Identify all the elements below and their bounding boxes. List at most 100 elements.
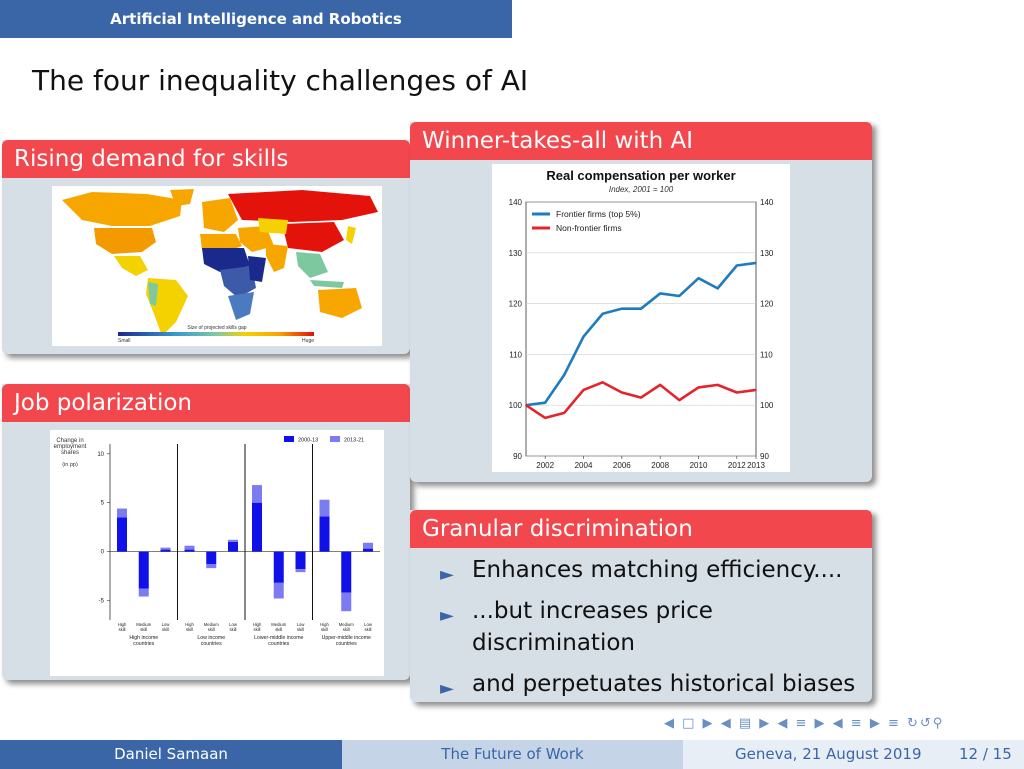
line-series-non-frontier	[525, 381, 757, 420]
compensation-line-chart: Real compensation per worker Index, 2001…	[509, 168, 774, 470]
bar-skill-label: High	[320, 622, 329, 627]
line-point	[716, 384, 719, 386]
block-title-skills: Rising demand for skills	[2, 140, 410, 178]
bar-group-label: Lower-middle income	[254, 635, 303, 641]
bar-ytick-label: 5	[101, 501, 105, 507]
bar-skill-label: Low	[364, 622, 373, 627]
nav-search-icon[interactable]: ↻↺⚲	[907, 716, 945, 731]
bar-2013-21	[228, 539, 238, 542]
bar-2013-21	[252, 485, 262, 503]
map-legend-bar	[118, 332, 314, 336]
bar-2000-13	[319, 516, 330, 552]
line-point	[601, 381, 604, 384]
bar-skill-label: High	[118, 622, 127, 627]
bar-skill-label: High	[253, 622, 262, 627]
line-plot-frame	[525, 201, 757, 457]
line-chart-title: Real compensation per worker	[546, 168, 735, 183]
map-region-sahel	[202, 248, 250, 272]
map-region-china	[282, 222, 344, 252]
map-region-north-africa	[200, 234, 242, 252]
bullet-text: Enhances matching efficiency....	[472, 557, 843, 583]
bar-2013-21	[184, 545, 195, 550]
beamer-navigation: ◀ □ ▶ ◀ ▤ ▶ ◀ ≡ ▶ ◀ ≡ ▶ ≡ ↻↺⚲	[664, 716, 944, 731]
world-map-panel: Size of projected skills gap Small Huge	[52, 186, 382, 346]
map-region-se-asia	[296, 252, 328, 278]
bar-2000-13	[117, 517, 127, 552]
bar-group-label: Upper-middle income	[322, 635, 371, 641]
bar-2000-13	[341, 551, 352, 593]
bar-ylabel-line2: employment	[54, 444, 87, 450]
map-region-india	[266, 244, 288, 272]
bullet-item: ► and perpetuates historical biases	[440, 668, 860, 700]
line-ytick-right: 110	[760, 350, 773, 359]
polarization-chart-panel: Change in employment shares (in pp) 10 5 0…	[50, 430, 384, 676]
footer-talk: The Future of Work	[342, 740, 683, 769]
line-point	[544, 401, 546, 404]
bar-skill-label: Medium	[339, 622, 354, 627]
line-point	[659, 292, 661, 295]
bar-skill-label: Medium	[136, 622, 151, 627]
compensation-chart-panel: Real compensation per worker Index, 2001…	[492, 164, 790, 472]
block-title-granular: Granular discrimination	[410, 510, 872, 548]
map-legend-low: Small	[118, 338, 131, 344]
line-point	[736, 264, 738, 267]
footer-place-date: Geneva, 21 August 2019	[735, 745, 922, 763]
nav-document-icon[interactable]: ◀ ≡ ▶	[832, 716, 882, 731]
map-region-andes	[148, 282, 158, 306]
bar-2013-21	[138, 588, 149, 597]
nav-toc-icon[interactable]: ≡	[887, 716, 901, 731]
bar-legend-swatch	[284, 436, 294, 442]
line-point	[640, 307, 642, 310]
bar-skill-label: skill	[140, 627, 147, 632]
bar-skill-label: Medium	[271, 622, 286, 627]
bar-skill-label: skill	[297, 627, 304, 632]
line-xtick-label: 2006	[613, 461, 631, 470]
line-xtick-label: 2002	[536, 461, 554, 470]
line-ytick-right: 90	[760, 452, 769, 461]
bar-skill-label: skill	[186, 627, 193, 632]
bar-legend-label: 2013-21	[344, 438, 364, 444]
line-ytick-left: 140	[509, 198, 523, 207]
nav-subsection-icon[interactable]: ◀ ▤ ▶	[720, 716, 772, 731]
bar-2013-21	[160, 547, 171, 550]
bullet-text: ...but increases price discrimination	[472, 598, 713, 656]
bar-2000-13	[363, 548, 373, 552]
map-region-middle-east	[238, 226, 274, 252]
line-ytick-left: 100	[509, 401, 523, 410]
bar-2013-21	[117, 508, 127, 518]
line-ytick-right: 130	[760, 249, 774, 258]
line-ytick-right: 100	[760, 401, 774, 410]
bullet-triangle-icon: ►	[440, 678, 454, 699]
block-winner: Winner-takes-all with AI Real compensati…	[410, 122, 872, 482]
map-legend-high: Huge	[302, 338, 314, 344]
line-point	[640, 396, 642, 399]
section-header: Artificial Intelligence and Robotics	[0, 0, 512, 38]
line-point	[755, 262, 757, 264]
line-chart-subtitle: Index, 2001 = 100	[609, 185, 674, 194]
nav-section-icon[interactable]: ◀ ≡ ▶	[777, 716, 827, 731]
line-point	[563, 373, 566, 376]
bar-2013-21	[273, 582, 284, 599]
line-legend-label: Frontier firms (top 5%)	[556, 209, 641, 219]
line-point	[716, 287, 719, 290]
line-point	[697, 386, 700, 389]
line-point	[755, 389, 757, 391]
bullet-triangle-icon: ►	[440, 564, 454, 585]
bar-skill-label: Low	[162, 622, 171, 627]
bar-group-label: Low income	[197, 635, 225, 641]
world-skills-map: Size of projected skills gap Small Huge	[62, 189, 378, 344]
bar-2013-21	[295, 569, 306, 573]
map-region-mexico	[114, 256, 148, 276]
line-xtick-label: 2012	[728, 461, 746, 470]
footer: Daniel Samaan The Future of Work Geneva,…	[0, 740, 1024, 769]
block-title-polarization: Job polarization	[2, 384, 410, 422]
bar-skill-label: skill	[208, 627, 215, 632]
line-ytick-left: 90	[513, 452, 522, 461]
granular-bullet-list: ► Enhances matching efficiency.... ► ...bu…	[440, 554, 860, 709]
bar-skill-label: skill	[321, 627, 328, 632]
map-region-australia	[318, 288, 362, 318]
map-region-central-asia	[258, 218, 288, 234]
footer-meta: Geneva, 21 August 2019 12 / 15	[683, 740, 1024, 769]
line-ytick-right: 120	[760, 300, 774, 309]
nav-frame-icon[interactable]: ◀ □ ▶	[664, 716, 715, 731]
